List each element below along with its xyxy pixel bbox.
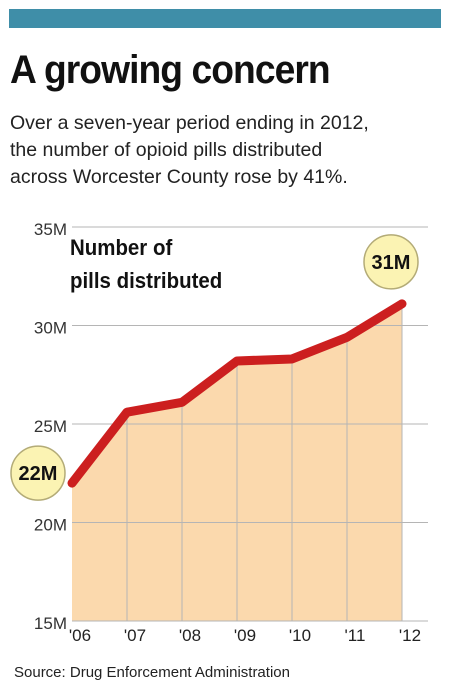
x-tick-label: '11	[345, 626, 366, 645]
chart-title-line: pills distributed	[70, 268, 222, 293]
dek-line: Over a seven-year period ending in 2012,	[10, 112, 369, 134]
dek: Over a seven-year period ending in 2012,…	[10, 110, 442, 191]
data-point	[124, 409, 130, 416]
x-tick-label: '08	[179, 626, 201, 645]
data-point	[234, 357, 240, 364]
pills-area-chart: 15M 20M 25M 30M 35M '06 '07 '08 '09 '10 '11 '12 Numb…	[10, 220, 428, 645]
value-callout-label: 31M	[372, 252, 411, 274]
headline: A growing concern	[10, 48, 331, 92]
value-callout-label: 22M	[19, 463, 58, 485]
y-tick-label: 15M	[34, 614, 67, 633]
value-callout	[10, 445, 66, 501]
source-note: Source: Drug Enforcement Administration	[14, 664, 290, 681]
value-callout	[363, 234, 419, 290]
data-point	[289, 355, 295, 362]
y-tick-label: 30M	[34, 319, 67, 338]
data-point	[399, 300, 405, 307]
dek-line: across Worcester County rose by 41%.	[10, 166, 348, 188]
data-point	[344, 334, 350, 341]
dek-line: the number of opioid pills distributed	[10, 139, 323, 161]
y-tick-label: 35M	[34, 220, 67, 239]
x-tick-label: '06	[69, 626, 91, 645]
x-tick-label: '10	[289, 626, 311, 645]
chart-title-line: Number of	[70, 235, 173, 260]
header-color-bar	[9, 9, 441, 28]
y-tick-label: 25M	[34, 417, 67, 436]
x-tick-label: '07	[124, 626, 146, 645]
x-tick-label: '09	[234, 626, 256, 645]
data-point	[69, 480, 75, 487]
y-tick-label: 20M	[34, 516, 67, 535]
data-point	[179, 399, 185, 406]
x-tick-label: '12	[399, 626, 421, 645]
